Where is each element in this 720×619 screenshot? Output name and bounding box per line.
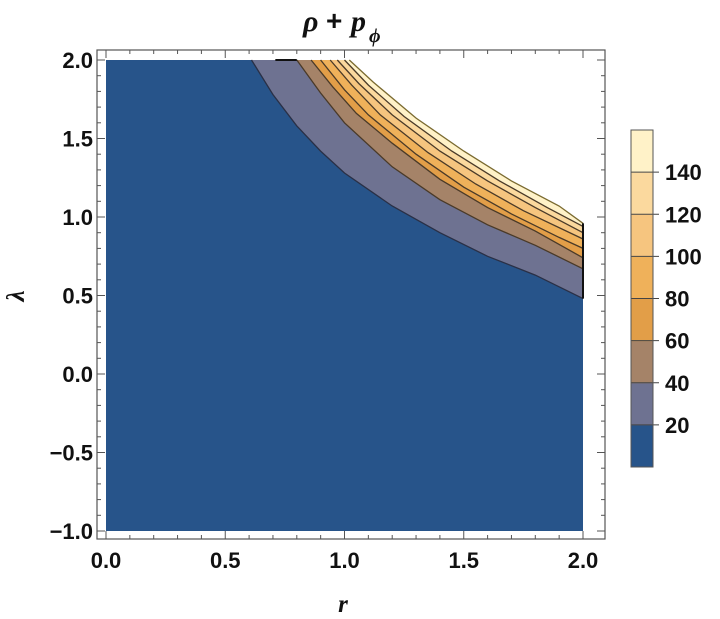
title-plus: + — [326, 5, 342, 36]
legend-label: 20 — [665, 413, 689, 438]
x-axis-title: r — [338, 591, 348, 618]
plot-frame — [96, 49, 606, 540]
legend-band-1 — [631, 382, 653, 426]
x-tick-label: 1.5 — [448, 548, 479, 573]
y-axis-title: λ — [3, 290, 30, 302]
region-band-7 — [344, 60, 583, 227]
contour-line-outer — [348, 59, 584, 224]
contour-line-80 — [320, 59, 584, 249]
legend-band-5 — [631, 214, 653, 257]
legend-band-2 — [631, 340, 653, 384]
legend-band-3 — [631, 298, 653, 342]
legend-frame — [630, 129, 654, 468]
region-band-0 — [106, 60, 583, 531]
y-tick-label: 0.0 — [62, 362, 93, 387]
x-tick-label: 2.0 — [568, 548, 599, 573]
region-band-3 — [311, 60, 583, 258]
y-tick-label: −0.5 — [50, 441, 93, 466]
contour-line-20 — [250, 59, 584, 300]
legend-label: 60 — [665, 329, 689, 354]
legend: 20 40 60 80 100 120 140 — [630, 129, 702, 468]
legend-color-bands — [631, 130, 653, 468]
contour-regions — [106, 60, 583, 531]
axis-ticks — [97, 50, 605, 539]
y-tick-label: 1.5 — [62, 127, 93, 152]
y-axis-tick-labels: −1.0 −0.5 0.0 0.5 1.0 1.5 2.0 — [50, 48, 93, 544]
y-tick-label: 0.5 — [62, 284, 93, 309]
x-tick-label: 1.0 — [329, 548, 360, 573]
legend-band-0 — [631, 424, 653, 468]
title-subscript-phi: ϕ — [369, 25, 381, 47]
contour-line-40 — [296, 59, 584, 270]
region-band-1 — [251, 60, 583, 299]
legend-label: 120 — [665, 202, 702, 227]
legend-label: 100 — [665, 244, 702, 269]
region-band-5 — [330, 60, 583, 239]
contour-line-140 — [344, 59, 584, 227]
chart-title: ρ + p ϕ — [302, 5, 381, 47]
contour-line-100 — [329, 59, 584, 240]
region-band-4 — [320, 60, 583, 249]
legend-labels: 20 40 60 80 100 120 140 — [665, 160, 702, 438]
x-tick-label: 0.5 — [210, 548, 241, 573]
contour-lines — [250, 59, 584, 300]
title-rho: ρ — [302, 5, 318, 38]
x-tick-label: 0.0 — [91, 548, 122, 573]
legend-label: 140 — [665, 160, 702, 185]
legend-band-4 — [631, 256, 653, 299]
y-tick-label: 1.0 — [62, 205, 93, 230]
legend-label: 80 — [665, 287, 689, 312]
title-p: p — [348, 5, 366, 38]
legend-ticks — [631, 171, 659, 426]
legend-band-7 — [631, 130, 653, 173]
contour-line-120 — [336, 59, 584, 234]
y-tick-label: 2.0 — [62, 48, 93, 73]
region-band-2 — [296, 60, 583, 269]
y-tick-label: −1.0 — [50, 519, 93, 544]
legend-label: 40 — [665, 371, 689, 396]
x-axis-tick-labels: 0.0 0.5 1.0 1.5 2.0 — [91, 548, 599, 573]
region-band-6 — [337, 60, 583, 233]
contour-line-60 — [310, 59, 584, 259]
legend-band-6 — [631, 172, 653, 215]
